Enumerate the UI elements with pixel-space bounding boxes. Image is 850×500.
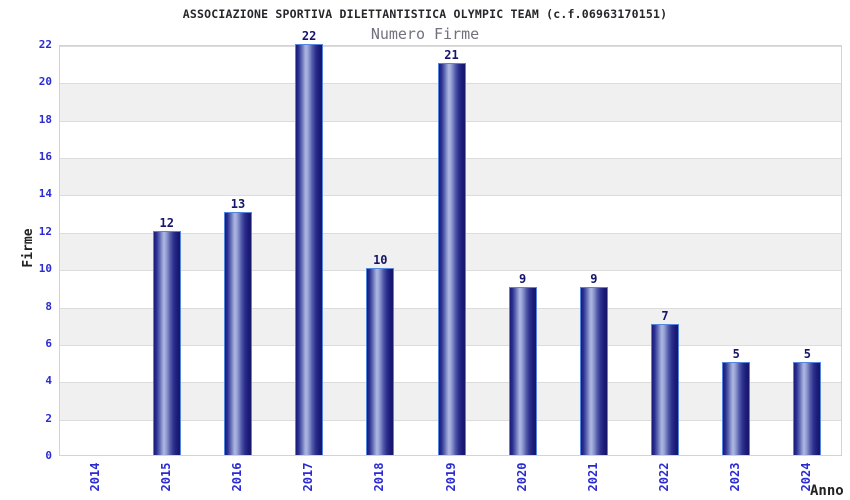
bar-value-label: 13 (230, 197, 246, 212)
chart-title: ASSOCIAZIONE SPORTIVA DILETTANTISTICA OL… (182, 7, 668, 21)
bar-value-label: 10 (373, 253, 388, 268)
bar-2020 (508, 286, 537, 455)
x-tick-label-2020: 2020 (514, 462, 529, 492)
bar-value-label: 9 (590, 271, 598, 286)
x-tick-label-2021: 2021 (585, 462, 600, 492)
x-tick-label-2014: 2014 (87, 462, 102, 492)
x-tick-label-2019: 2019 (443, 462, 458, 492)
y-tick-label: 8 (45, 299, 52, 313)
chart-subtitle: Numero Firme (370, 25, 480, 43)
plot-area: 12 13 22 10 21 9 9 7 5 5 (59, 29, 842, 456)
y-tick-label: 0 (45, 449, 52, 462)
bar-2022 (651, 324, 680, 455)
x-axis-title: Anno (810, 483, 844, 499)
y-tick-label: 12 (38, 224, 52, 238)
x-tick-label-2022: 2022 (657, 462, 672, 492)
bar-value-label: 22 (301, 29, 317, 43)
x-tick-label-2024: 2024 (799, 462, 814, 492)
y-tick-label: 4 (45, 374, 52, 388)
bar-2021 (579, 286, 608, 455)
bar-2017 (295, 44, 324, 455)
x-tick-label-2016: 2016 (229, 462, 244, 492)
gridline (60, 46, 841, 47)
bar-value-label: 9 (519, 271, 527, 286)
bar-2024 (793, 361, 822, 455)
bar-value-label: 5 (803, 346, 812, 361)
y-tick-label: 18 (38, 112, 52, 126)
bar-value-label: 12 (159, 215, 174, 230)
bar-2023 (722, 361, 751, 455)
y-tick-label: 22 (38, 38, 52, 51)
x-tick-label-2017: 2017 (301, 462, 316, 492)
y-tick-label: 10 (38, 262, 52, 276)
bar-2016 (223, 212, 252, 455)
y-tick-label: 16 (38, 150, 52, 164)
y-tick-label: 2 (45, 411, 52, 425)
bar-value-label: 5 (732, 346, 740, 361)
x-tick-label-2018: 2018 (372, 462, 387, 492)
y-tick-label: 6 (45, 336, 52, 350)
bar-value-label: 21 (444, 47, 459, 62)
x-tick-label-2023: 2023 (728, 462, 743, 492)
bar-2018 (366, 268, 395, 455)
y-tick-label: 14 (38, 187, 52, 201)
bar-value-label: 7 (661, 309, 669, 324)
bar-2019 (437, 62, 466, 455)
x-tick-label-2015: 2015 (158, 462, 173, 492)
bar-2015 (152, 230, 181, 455)
y-tick-label: 20 (38, 75, 52, 89)
